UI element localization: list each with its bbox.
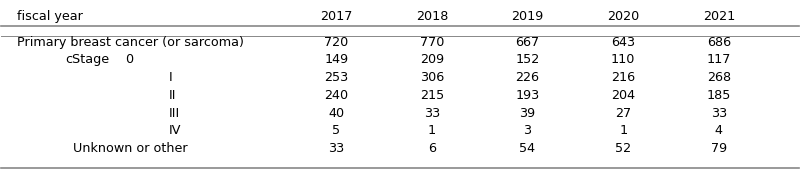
Text: 39: 39 [519, 107, 536, 120]
Text: 216: 216 [611, 71, 635, 84]
Text: 152: 152 [515, 53, 540, 66]
Text: 686: 686 [707, 35, 731, 49]
Text: 720: 720 [324, 35, 348, 49]
Text: 204: 204 [611, 89, 635, 102]
Text: 226: 226 [515, 71, 539, 84]
Text: 117: 117 [706, 53, 731, 66]
Text: 3: 3 [523, 124, 532, 137]
Text: 193: 193 [515, 89, 540, 102]
Text: 40: 40 [328, 107, 344, 120]
Text: 110: 110 [611, 53, 635, 66]
Text: 2018: 2018 [416, 10, 448, 23]
Text: 209: 209 [420, 53, 444, 66]
Text: I: I [169, 71, 173, 84]
Text: 770: 770 [420, 35, 444, 49]
Text: 6: 6 [428, 142, 436, 155]
Text: fiscal year: fiscal year [18, 10, 83, 23]
Text: IV: IV [169, 124, 182, 137]
Text: Unknown or other: Unknown or other [73, 142, 188, 155]
Text: 215: 215 [420, 89, 444, 102]
Text: 643: 643 [611, 35, 635, 49]
Text: III: III [169, 107, 180, 120]
Text: 54: 54 [519, 142, 536, 155]
Text: 1: 1 [619, 124, 627, 137]
Text: 2017: 2017 [320, 10, 353, 23]
Text: 2019: 2019 [511, 10, 544, 23]
Text: 268: 268 [707, 71, 731, 84]
Text: cStage: cStage [65, 53, 110, 66]
Text: 185: 185 [706, 89, 731, 102]
Text: II: II [169, 89, 176, 102]
Text: 240: 240 [324, 89, 348, 102]
Text: 253: 253 [324, 71, 348, 84]
Text: 2021: 2021 [702, 10, 735, 23]
Text: 2020: 2020 [607, 10, 639, 23]
Text: 0: 0 [125, 53, 133, 66]
Text: Primary breast cancer (or sarcoma): Primary breast cancer (or sarcoma) [18, 35, 244, 49]
Text: 667: 667 [515, 35, 540, 49]
Text: 5: 5 [332, 124, 340, 137]
Text: 52: 52 [615, 142, 631, 155]
Text: 33: 33 [710, 107, 727, 120]
Text: 306: 306 [420, 71, 444, 84]
Text: 4: 4 [715, 124, 723, 137]
Text: 33: 33 [328, 142, 344, 155]
Text: 1: 1 [428, 124, 436, 137]
Text: 79: 79 [711, 142, 727, 155]
Text: 27: 27 [615, 107, 631, 120]
Text: 149: 149 [324, 53, 348, 66]
Text: 33: 33 [424, 107, 440, 120]
